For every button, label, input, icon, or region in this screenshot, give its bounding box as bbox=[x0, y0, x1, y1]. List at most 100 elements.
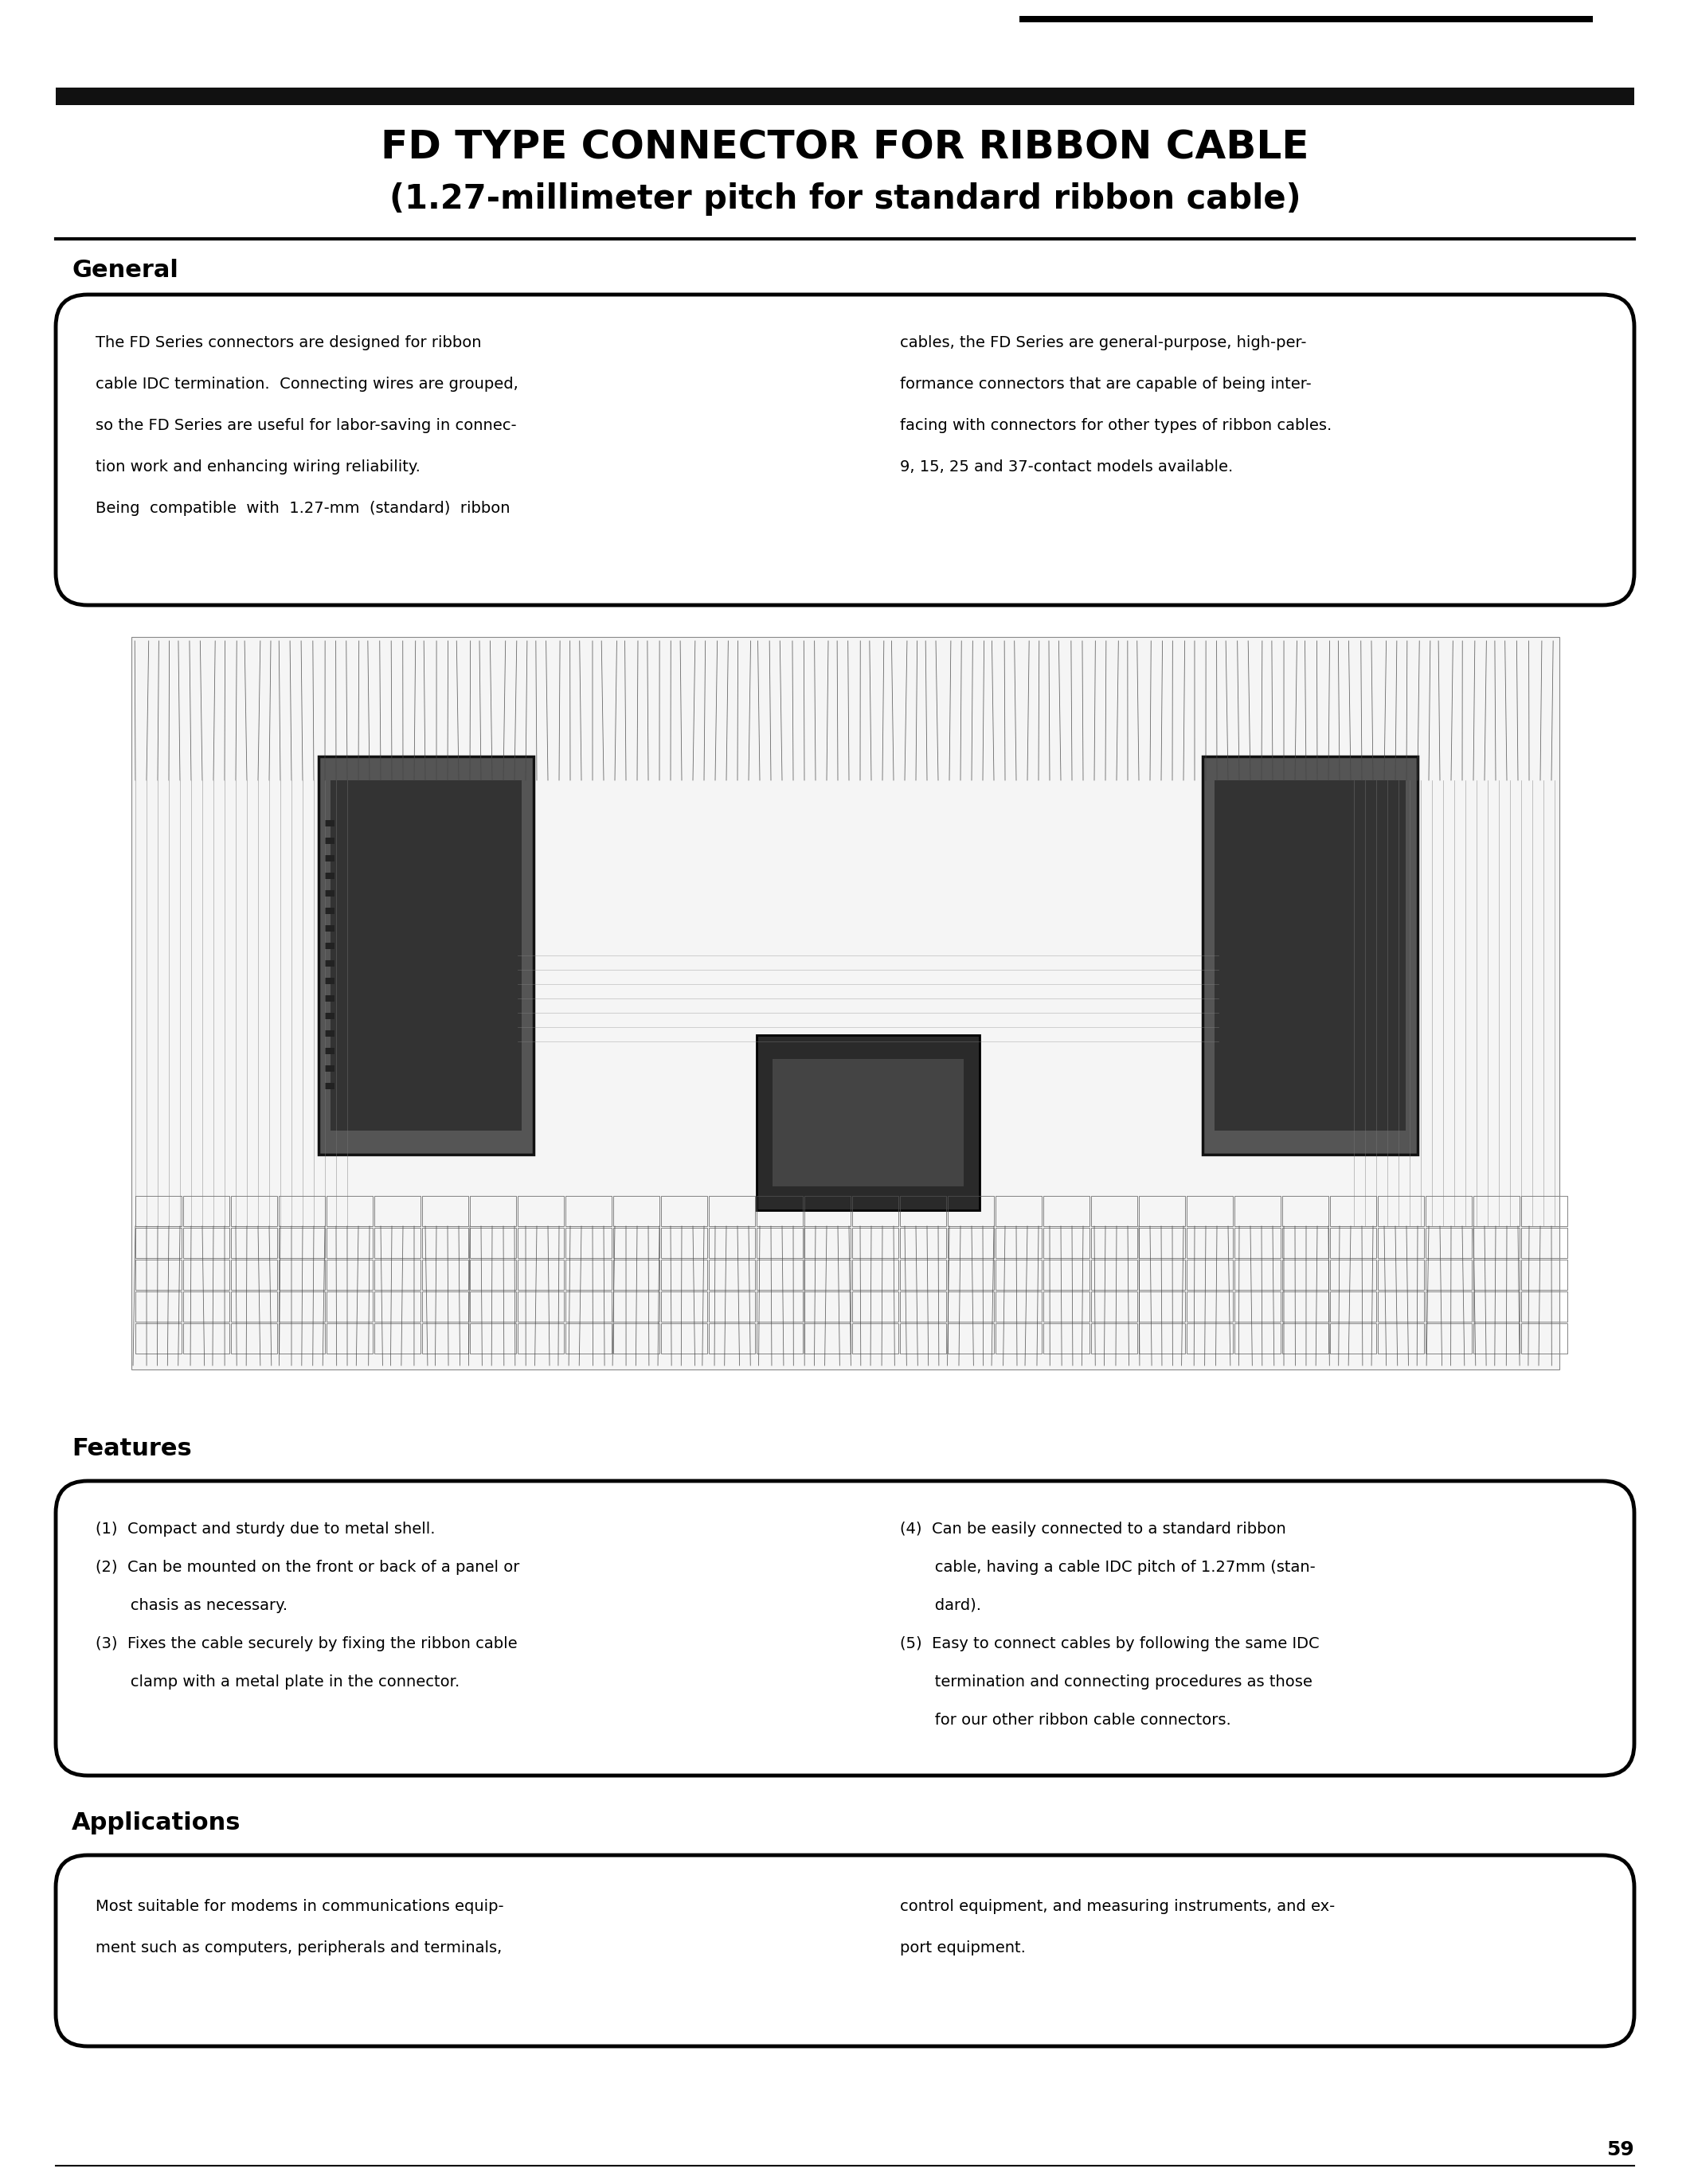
Bar bbox=[613, 1260, 659, 1291]
Bar bbox=[373, 1227, 421, 1258]
Bar bbox=[1474, 1197, 1519, 1225]
Bar bbox=[324, 874, 335, 878]
Bar bbox=[324, 1031, 335, 1037]
Bar bbox=[1234, 1227, 1281, 1258]
Bar bbox=[1186, 1324, 1234, 1354]
Bar bbox=[1283, 1324, 1328, 1354]
Text: Most suitable for modems in communications equip-: Most suitable for modems in communicatio… bbox=[96, 1900, 504, 1915]
Bar bbox=[324, 1083, 335, 1090]
Bar bbox=[324, 1048, 335, 1055]
Bar bbox=[566, 1227, 612, 1258]
Text: for our other ribbon cable connectors.: for our other ribbon cable connectors. bbox=[901, 1712, 1230, 1728]
Bar bbox=[324, 996, 335, 1002]
Bar bbox=[995, 1197, 1041, 1225]
Bar bbox=[661, 1260, 706, 1291]
Bar bbox=[517, 1324, 564, 1354]
Bar bbox=[324, 1013, 335, 1020]
Bar bbox=[1521, 1291, 1567, 1321]
Text: cable IDC termination.  Connecting wires are grouped,: cable IDC termination. Connecting wires … bbox=[96, 376, 519, 391]
Bar bbox=[326, 1260, 373, 1291]
Bar bbox=[1377, 1197, 1425, 1225]
Bar bbox=[1283, 1227, 1328, 1258]
Bar bbox=[995, 1324, 1041, 1354]
Bar bbox=[708, 1227, 755, 1258]
Bar bbox=[517, 1291, 564, 1321]
Bar bbox=[852, 1197, 899, 1225]
Bar bbox=[279, 1227, 324, 1258]
Text: termination and connecting procedures as those: termination and connecting procedures as… bbox=[901, 1673, 1313, 1688]
Bar bbox=[1203, 756, 1418, 1155]
Text: Features: Features bbox=[71, 1437, 191, 1461]
Bar bbox=[373, 1324, 421, 1354]
Bar bbox=[232, 1324, 277, 1354]
Bar bbox=[757, 1197, 803, 1225]
Text: tion work and enhancing wiring reliability.: tion work and enhancing wiring reliabili… bbox=[96, 459, 421, 474]
Bar bbox=[995, 1260, 1041, 1291]
Bar bbox=[319, 756, 534, 1155]
Text: FD TYPE CONNECTOR FOR RIBBON CABLE: FD TYPE CONNECTOR FOR RIBBON CABLE bbox=[380, 129, 1310, 166]
Bar bbox=[326, 1197, 373, 1225]
Bar bbox=[1043, 1324, 1090, 1354]
Bar bbox=[1186, 1260, 1234, 1291]
Bar bbox=[324, 978, 335, 985]
Bar bbox=[279, 1260, 324, 1291]
Text: (4)  Can be easily connected to a standard ribbon: (4) Can be easily connected to a standar… bbox=[901, 1522, 1286, 1535]
Bar bbox=[326, 1291, 373, 1321]
Bar bbox=[183, 1260, 230, 1291]
Bar bbox=[661, 1324, 706, 1354]
Bar bbox=[135, 1227, 181, 1258]
Text: (3)  Fixes the cable securely by fixing the ribbon cable: (3) Fixes the cable securely by fixing t… bbox=[96, 1636, 517, 1651]
Bar bbox=[232, 1197, 277, 1225]
Text: so the FD Series are useful for labor-saving in connec-: so the FD Series are useful for labor-sa… bbox=[96, 417, 517, 432]
Text: cable, having a cable IDC pitch of 1.27mm (stan-: cable, having a cable IDC pitch of 1.27m… bbox=[901, 1559, 1315, 1575]
Bar bbox=[757, 1035, 980, 1210]
Bar bbox=[1426, 1291, 1472, 1321]
Bar bbox=[1092, 1324, 1137, 1354]
Text: ment such as computers, peripherals and terminals,: ment such as computers, peripherals and … bbox=[96, 1942, 502, 1957]
Bar bbox=[613, 1324, 659, 1354]
Bar bbox=[183, 1324, 230, 1354]
Bar bbox=[1426, 1197, 1472, 1225]
Text: (1.27-millimeter pitch for standard ribbon cable): (1.27-millimeter pitch for standard ribb… bbox=[389, 181, 1301, 216]
Bar bbox=[470, 1197, 515, 1225]
Bar bbox=[324, 839, 335, 843]
Bar bbox=[1139, 1324, 1185, 1354]
Bar bbox=[183, 1291, 230, 1321]
Bar bbox=[1139, 1260, 1185, 1291]
Bar bbox=[183, 1197, 230, 1225]
Bar bbox=[613, 1291, 659, 1321]
Bar bbox=[901, 1260, 946, 1291]
Bar bbox=[757, 1227, 803, 1258]
Bar bbox=[1092, 1260, 1137, 1291]
Bar bbox=[804, 1291, 850, 1321]
Bar bbox=[804, 1227, 850, 1258]
Bar bbox=[948, 1324, 994, 1354]
Bar bbox=[1186, 1291, 1234, 1321]
Bar bbox=[324, 1066, 335, 1072]
Text: clamp with a metal plate in the connector.: clamp with a metal plate in the connecto… bbox=[96, 1673, 460, 1688]
Bar bbox=[422, 1324, 468, 1354]
Bar bbox=[566, 1324, 612, 1354]
Bar bbox=[422, 1197, 468, 1225]
FancyBboxPatch shape bbox=[56, 1481, 1634, 1776]
Bar bbox=[1186, 1197, 1234, 1225]
Bar bbox=[1377, 1260, 1425, 1291]
Text: General: General bbox=[71, 260, 179, 282]
Bar bbox=[232, 1260, 277, 1291]
Text: chasis as necessary.: chasis as necessary. bbox=[96, 1597, 287, 1612]
Bar bbox=[1092, 1197, 1137, 1225]
Bar bbox=[708, 1260, 755, 1291]
Bar bbox=[183, 1227, 230, 1258]
Bar bbox=[901, 1197, 946, 1225]
Bar bbox=[326, 1324, 373, 1354]
Bar bbox=[1283, 1291, 1328, 1321]
Bar bbox=[279, 1324, 324, 1354]
Bar bbox=[1215, 780, 1406, 1131]
Bar bbox=[1521, 1197, 1567, 1225]
Bar bbox=[132, 638, 1560, 1369]
Bar bbox=[470, 1291, 515, 1321]
Bar bbox=[1234, 1260, 1281, 1291]
Bar bbox=[373, 1197, 421, 1225]
Bar bbox=[613, 1197, 659, 1225]
Bar bbox=[324, 891, 335, 895]
